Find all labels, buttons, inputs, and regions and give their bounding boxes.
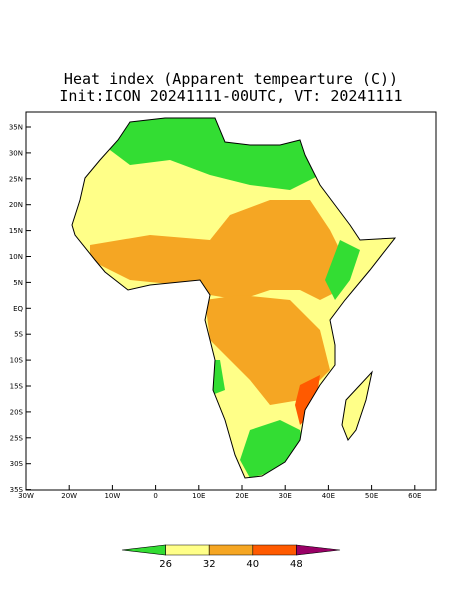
lat-label: 30N: [9, 149, 23, 157]
lon-label: 50E: [365, 492, 378, 500]
lon-label: 20W: [61, 492, 77, 500]
lon-label: 10W: [104, 492, 120, 500]
colorbar-bin: [252, 544, 297, 556]
colorbar-bin: [165, 544, 210, 556]
lat-label: 30S: [10, 460, 24, 468]
lon-label: 30E: [279, 492, 292, 500]
colorbar: 26 32 40 48: [121, 544, 341, 570]
lon-label: 0: [153, 492, 157, 500]
axis-ticks: 35N 30N 25N 20N 15N 10N 5N EQ 5S 10S 15S 20S 25S 30S 3…: [9, 124, 422, 501]
lat-label: EQ: [13, 305, 23, 313]
region: [240, 420, 305, 478]
lon-label: 60E: [408, 492, 421, 500]
lat-label: 35S: [10, 486, 24, 494]
colorbar-label: 48: [290, 559, 303, 570]
lat-label: 5N: [13, 279, 23, 287]
lat-label: 20S: [10, 408, 24, 416]
region: [205, 295, 330, 405]
region: [90, 200, 345, 300]
colorbar-bin: [296, 544, 341, 556]
region: [325, 240, 360, 300]
lat-label: 15N: [9, 227, 23, 235]
lon-label: 40E: [322, 492, 335, 500]
lat-label: 20N: [9, 201, 23, 209]
lat-label: 10S: [10, 357, 24, 365]
lon-label: 20E: [235, 492, 248, 500]
lat-label: 5S: [14, 331, 23, 339]
lat-label: 10N: [9, 253, 23, 261]
colorbar-bin: [121, 544, 166, 556]
lat-label: 35N: [9, 124, 23, 132]
title-line: Init:ICON 20241111-00UTC, VT: 20241111: [59, 87, 402, 105]
title-line: Heat index (Apparent tempearture (C)): [64, 70, 398, 88]
colorbar-label: 40: [246, 559, 259, 570]
region: [295, 375, 320, 425]
lon-label: 30W: [18, 492, 34, 500]
lat-label: 15S: [10, 383, 24, 391]
colorbar-label: 32: [203, 559, 216, 570]
lat-label: 25N: [9, 175, 23, 183]
madagascar: [341, 370, 373, 441]
lat-label: 25S: [10, 434, 24, 442]
lon-label: 10E: [192, 492, 205, 500]
colorbar-label: 26: [159, 559, 172, 570]
colorbar-bin: [208, 544, 254, 556]
